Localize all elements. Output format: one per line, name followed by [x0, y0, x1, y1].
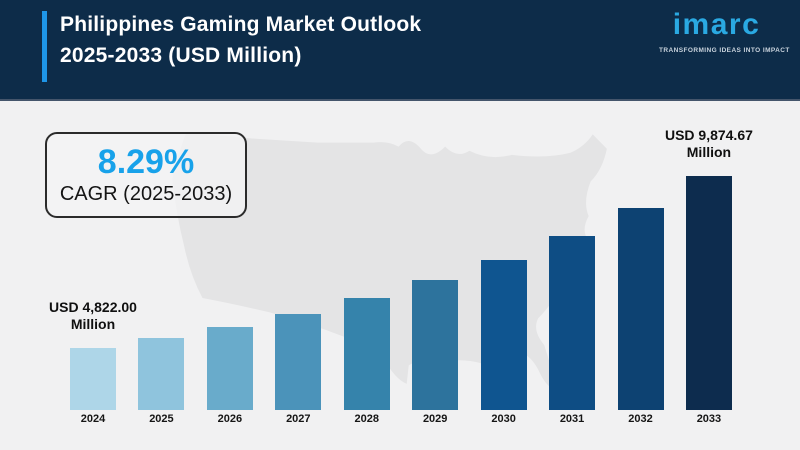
x-axis-label-2027: 2027 [286, 413, 311, 425]
cagr-callout-box: 8.29% CAGR (2025-2033) [45, 132, 247, 218]
bar-column-2028: 2028 [343, 298, 390, 425]
bar-2025 [138, 338, 185, 410]
bar-column-2031: 2031 [549, 236, 596, 425]
x-axis-label-2032: 2032 [628, 413, 653, 425]
x-axis-label-2028: 2028 [354, 413, 379, 425]
header-band: Philippines Gaming Market Outlook 2025-2… [0, 0, 800, 101]
value-label-line2: Million [70, 316, 116, 332]
x-axis-label-2025: 2025 [149, 413, 174, 425]
cagr-label: CAGR (2025-2033) [59, 183, 233, 205]
value-label-2033: USD 9,874.67 Million [643, 127, 775, 161]
bar-2028 [343, 298, 390, 410]
page-title: Philippines Gaming Market Outlook 2025-2… [60, 9, 421, 71]
value-label-line1: USD 9,874.67 [664, 127, 753, 143]
bar-2026 [206, 327, 253, 410]
bar-column-2030: 2030 [480, 260, 527, 425]
bar-2032 [617, 208, 664, 410]
x-axis-label-2026: 2026 [217, 413, 243, 425]
bar-column-2026: 2026 [206, 327, 253, 425]
bar-column-2024: USD 4,822.00 Million 2024 [49, 299, 137, 425]
page-title-line1: Philippines Gaming Market Outlook [60, 13, 422, 36]
bar-2030 [480, 260, 527, 410]
value-label-line1: USD 4,822.00 [49, 299, 137, 315]
cagr-value: 8.29% [97, 143, 195, 181]
x-axis-label-2031: 2031 [559, 413, 585, 425]
imarc-logo: imarc TRANSFORMING IDEAS INTO IMPACT [659, 4, 790, 54]
imarc-logo-wordmark: imarc [672, 8, 761, 41]
page-title-line2: 2025-2033 (USD Million) [60, 44, 302, 67]
bar-2029 [412, 280, 459, 410]
bar-chart: USD 4,822.00 Million 2024 2025 2026 2027 2028 2… [49, 127, 753, 425]
bar-column-2033: USD 9,874.67 Million 2033 [665, 127, 753, 425]
bar-column-2027: 2027 [275, 314, 322, 425]
bar-column-2025: 2025 [138, 338, 185, 425]
bar-2033 [685, 176, 732, 410]
imarc-logo-tagline: TRANSFORMING IDEAS INTO IMPACT [659, 47, 790, 54]
x-axis-label-2030: 2030 [491, 413, 516, 425]
value-label-line2: Million [686, 144, 732, 160]
x-axis-label-2029: 2029 [422, 413, 448, 425]
bar-2027 [275, 314, 322, 410]
bar-column-2032: 2032 [617, 208, 664, 425]
x-axis-label-2024: 2024 [80, 413, 106, 425]
bar-2024 [70, 348, 116, 410]
value-label-2024: USD 4,822.00 Million [27, 299, 159, 333]
title-accent-bar [42, 11, 47, 82]
bar-2031 [549, 236, 596, 410]
bar-column-2029: 2029 [412, 280, 459, 425]
x-axis-label-2033: 2033 [696, 413, 722, 425]
